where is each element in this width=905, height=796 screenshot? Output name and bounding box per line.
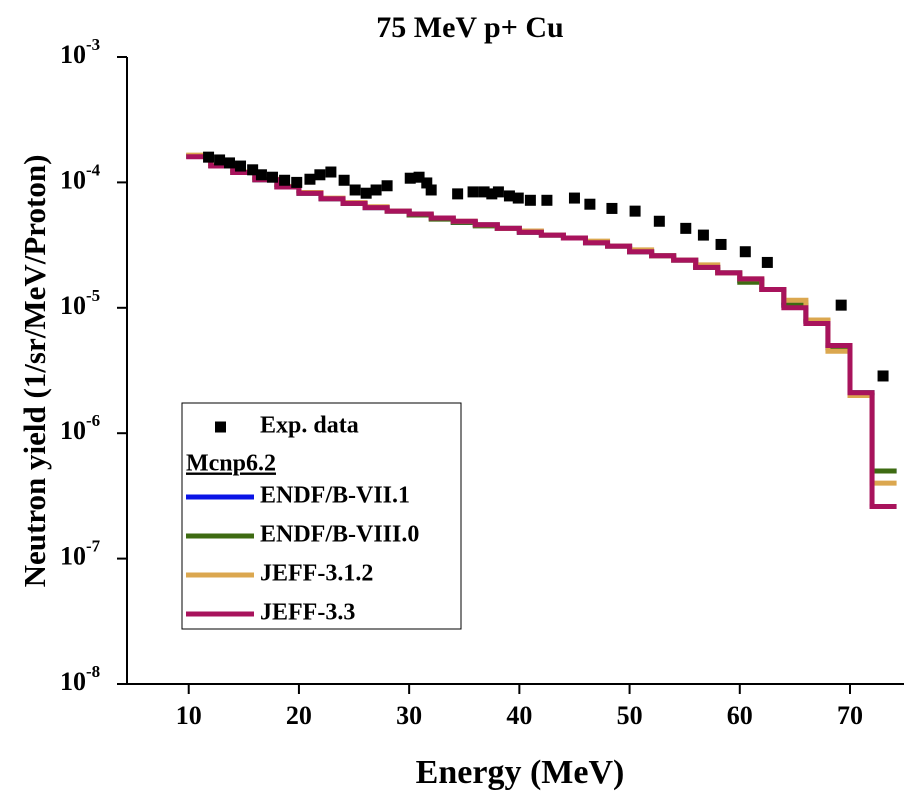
- data-point: [478, 186, 490, 198]
- x-tick-label: 10: [176, 701, 202, 730]
- y-tick-base: 10: [60, 667, 86, 696]
- data-point: [214, 154, 226, 166]
- data-point: [629, 205, 641, 217]
- step-series: [186, 154, 897, 510]
- legend-label: ENDF/B-VII.1: [260, 483, 410, 509]
- legend: Exp. data Mcnp6.2 ENDF/B-VII.1 ENDF/B-VIII.…: [181, 402, 462, 630]
- y-tick-label: 10-8: [60, 662, 100, 696]
- legend-label: Exp. data: [260, 413, 359, 439]
- data-point: [739, 246, 751, 258]
- y-tick-label: 10-7: [60, 537, 101, 571]
- y-tick-exponent: -8: [86, 662, 100, 681]
- data-point: [512, 192, 524, 204]
- y-tick-exponent: -3: [86, 35, 100, 54]
- data-point: [255, 169, 267, 181]
- data-point: [680, 222, 692, 234]
- data-point: [568, 192, 580, 204]
- data-point: [404, 172, 416, 184]
- y-tick-exponent: -4: [86, 160, 101, 179]
- data-point: [877, 370, 889, 382]
- x-tick-label: 60: [727, 701, 753, 730]
- data-point: [360, 187, 372, 199]
- scatter-series: [203, 151, 889, 382]
- data-point: [761, 256, 773, 268]
- data-point: [492, 186, 504, 198]
- y-tick-label: 10-6: [60, 411, 100, 445]
- plot-area: [186, 151, 897, 510]
- legend-label: JEFF-3.1.2: [260, 561, 373, 587]
- data-point: [203, 151, 215, 163]
- y-tick-base: 10: [60, 542, 86, 571]
- data-point: [606, 202, 618, 214]
- data-point: [524, 194, 536, 206]
- data-point: [653, 215, 665, 227]
- chart-title: 75 MeV p+ Cu: [376, 11, 563, 44]
- x-axis-label: Energy (MeV): [416, 754, 625, 791]
- data-point: [584, 198, 596, 210]
- data-point: [314, 169, 326, 181]
- data-point: [697, 229, 709, 241]
- x-tick-label: 70: [837, 701, 863, 730]
- legend-marker: [215, 421, 226, 433]
- y-tick-exponent: -7: [86, 537, 101, 556]
- data-point: [835, 299, 847, 311]
- x-tick-label: 20: [286, 701, 312, 730]
- y-tick-exponent: -5: [86, 286, 100, 305]
- data-point: [370, 184, 382, 196]
- y-tick-base: 10: [60, 40, 86, 69]
- data-point: [425, 184, 437, 196]
- y-tick-exponent: -6: [86, 411, 100, 430]
- data-point: [279, 174, 291, 186]
- data-point: [541, 194, 553, 206]
- data-point: [413, 171, 425, 183]
- data-point: [235, 160, 247, 172]
- data-point: [338, 174, 350, 186]
- data-point: [325, 166, 337, 178]
- data-point: [266, 171, 278, 183]
- x-tick-label: 30: [396, 701, 422, 730]
- data-point: [223, 157, 235, 169]
- data-point: [381, 180, 393, 192]
- y-tick-base: 10: [60, 291, 86, 320]
- x-tick-label: 50: [617, 701, 643, 730]
- y-axis-label: Neutron yield (1/sr/MeV/Proton): [17, 155, 52, 588]
- data-point: [421, 177, 433, 189]
- legend-label: JEFF-3.3: [260, 600, 355, 626]
- data-point: [247, 164, 259, 176]
- legend-label: ENDF/B-VIII.0: [260, 522, 419, 548]
- y-tick-label: 10-3: [60, 35, 100, 69]
- y-tick-base: 10: [60, 165, 86, 194]
- data-point: [349, 184, 361, 196]
- data-point: [291, 176, 303, 188]
- legend-title: Mcnp6.2: [186, 451, 276, 477]
- y-tick-base: 10: [60, 416, 86, 445]
- y-tick-label: 10-4: [60, 160, 101, 194]
- data-point: [715, 238, 727, 250]
- x-tick-label: 40: [506, 701, 532, 730]
- y-tick-label: 10-5: [60, 286, 100, 320]
- data-point: [304, 173, 316, 185]
- data-point: [452, 188, 464, 200]
- data-point: [467, 186, 479, 198]
- legend-box: [181, 402, 462, 630]
- data-point: [486, 188, 498, 200]
- data-point: [503, 190, 515, 202]
